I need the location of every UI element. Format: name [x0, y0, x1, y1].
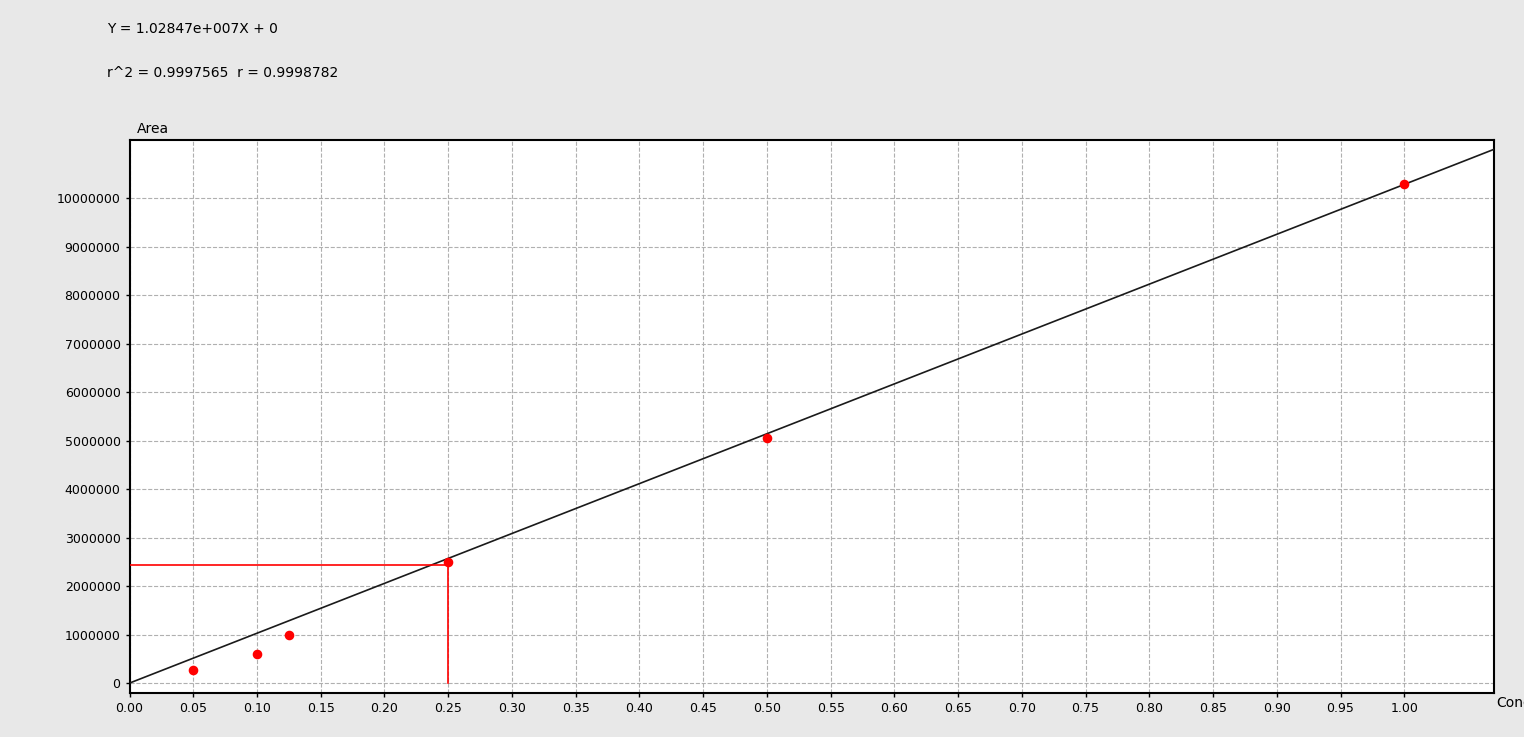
- Text: Y = 1.02847e+007X + 0: Y = 1.02847e+007X + 0: [107, 22, 277, 36]
- Point: [754, 433, 779, 444]
- Point: [436, 556, 460, 567]
- Text: Conc.: Conc.: [1497, 696, 1524, 710]
- Point: [245, 649, 270, 660]
- Text: r^2 = 0.9997565  r = 0.9998782: r^2 = 0.9997565 r = 0.9998782: [107, 66, 338, 80]
- Text: Area: Area: [137, 122, 169, 136]
- Point: [277, 629, 302, 640]
- Point: [1391, 178, 1416, 189]
- Point: [181, 664, 206, 676]
